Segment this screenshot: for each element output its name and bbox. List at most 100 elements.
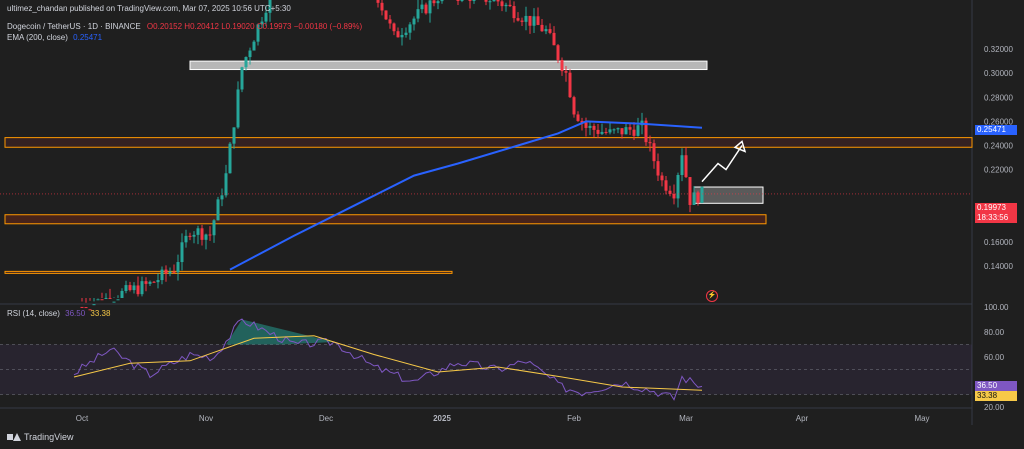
candle-body [80,306,84,308]
candle-body [404,32,408,35]
candle-body [108,297,112,299]
rsi-tick-label: 60.00 [984,353,1005,362]
candle-body [532,16,536,26]
upper-supply-zone [189,60,708,71]
price-tick-label: 0.14000 [984,262,1013,271]
projection-arrowhead [733,140,747,153]
candle-body [140,281,144,295]
candle-body [432,0,436,4]
candle-body [672,193,676,199]
candle-body [588,125,592,128]
brand-name: TradingView [24,432,74,442]
candle-body [668,190,672,194]
candle-body [500,1,504,7]
candle-body [612,129,616,131]
candle-body [424,4,428,14]
candle-body [516,18,520,21]
x-tick-label: May [914,414,930,423]
candle-body [696,192,700,203]
lightning-icon[interactable]: ⚡ [706,290,718,302]
candle-body [220,195,224,200]
x-tick-label: Mar [679,414,693,423]
candle-body [384,10,388,20]
candle-body [200,228,204,240]
candle-body [128,285,132,291]
candle-body [644,120,648,143]
candle-body [456,0,460,1]
candle-body [96,299,100,301]
candle-body [660,175,664,181]
candle-body [616,128,620,130]
candle-body [120,290,124,298]
candle-body [392,23,396,32]
candle-body [264,12,268,22]
candle-body [584,122,588,128]
candle-body [628,127,632,130]
rsi-ma-tag: 33.38 [975,391,1017,401]
candle-body [396,31,400,38]
candle-body [388,19,392,24]
last-price-tag: 0.19973 [975,203,1017,213]
rsi-tick-label: 80.00 [984,328,1005,337]
candle-body [684,155,688,178]
ohlc-readout: O0.20152 H0.20412 L0.19020 C0.19973 −0.0… [146,22,363,31]
candle-body [164,269,168,274]
candle-body [156,280,160,283]
candle-body [100,299,104,301]
candle-body [216,199,220,221]
candle-body [632,129,636,136]
candle-body [196,228,200,235]
candle-body [232,127,236,144]
projection-arrow [701,145,743,183]
x-tick-label: Feb [567,414,581,423]
candle-body [248,50,252,58]
countdown-tag: 18:33:56 [975,213,1017,223]
candle-body [92,304,96,306]
candle-body [504,4,508,7]
candle-body [512,6,516,19]
candle-body [496,0,500,2]
candle-body [536,16,540,25]
ema-legend[interactable]: EMA (200, close) 0.25471 [7,33,102,42]
candle-body [556,45,560,60]
candle-body [548,29,552,33]
candle-body [180,242,184,263]
candle-body [408,24,412,33]
candle-body [552,32,556,46]
ema-value: 0.25471 [73,33,103,42]
candle-body [560,59,564,72]
candle-body [676,175,680,199]
rsi-ma-line [73,335,703,391]
candle-body [572,97,576,115]
candle-body [664,180,668,191]
rsi-tick-label: 20.00 [984,403,1005,412]
candle-body [208,234,212,236]
candle-body [508,4,512,7]
candle-body [260,21,264,25]
candle-body [124,285,128,291]
tradingview-footer[interactable]: TradingView [7,432,74,442]
candle-body [104,297,108,299]
candle-body [484,0,488,2]
candle-body [624,127,628,135]
candle-body [176,262,180,273]
candle-body [520,20,524,22]
candle-body [380,2,384,11]
candle-body [568,72,572,98]
candle-body [688,177,692,205]
candle-body [236,89,240,128]
candle-body [224,173,228,196]
x-tick-label: Oct [75,414,89,423]
price-tick-label: 0.24000 [984,141,1013,150]
x-tick-label: Apr [795,414,809,423]
rsi-legend[interactable]: RSI (14, close) 36.50 33.38 [7,309,110,318]
candle-body [420,4,424,10]
candle-body [620,128,624,135]
x-tick-label: Nov [198,414,214,423]
price-tick-label: 0.22000 [984,166,1013,175]
candle-body [132,285,136,291]
candle-body [88,309,92,311]
candle-body [524,15,528,22]
candle-body [544,29,548,32]
